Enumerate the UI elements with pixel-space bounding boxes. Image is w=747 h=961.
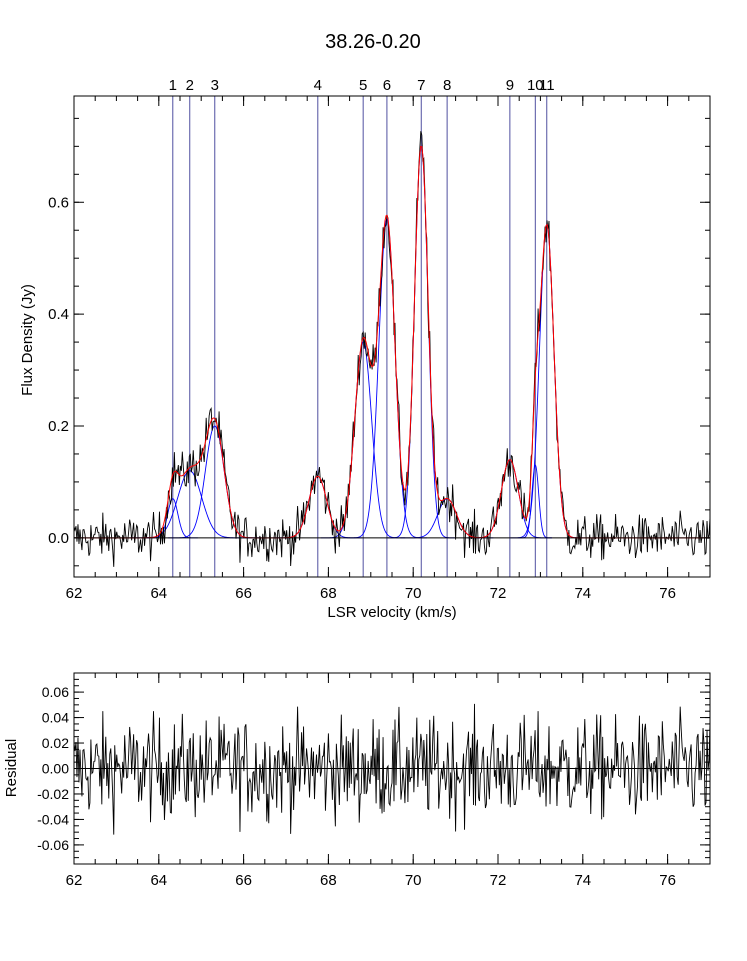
x-tick-label: 66 — [235, 585, 252, 602]
x-tick-label: 62 — [66, 872, 83, 889]
x-tick-label: 64 — [150, 585, 167, 602]
residual-axis-ticks: 62 64 66 68 70 72 74 76 0.06 0.04 0.02 0.00 -0.02 -0.… — [37, 672, 711, 889]
x-tick-label: 70 — [405, 585, 422, 602]
component-label-10: 10 — [527, 77, 544, 94]
x-tick-label: 72 — [490, 872, 507, 889]
y-tick-label: 0.04 — [42, 710, 69, 726]
y-axis-label: Flux Density (Jy) — [19, 284, 36, 396]
y-tick-label: 0.6 — [48, 194, 69, 211]
x-tick-label: 74 — [574, 872, 591, 889]
component-label-1: 1 — [169, 77, 177, 94]
x-axis-label: LSR velocity (km/s) — [327, 604, 456, 621]
component-label-5: 5 — [359, 77, 367, 94]
x-tick-label: 76 — [659, 585, 676, 602]
y-tick-label: -0.04 — [37, 811, 69, 827]
x-tick-label: 72 — [490, 585, 507, 602]
x-tick-label: 68 — [320, 585, 337, 602]
y-tick-label: 0.0 — [48, 530, 69, 547]
residual-y-axis-label: Residual — [3, 739, 20, 797]
y-tick-label: 0.4 — [48, 306, 69, 323]
residual-panel: 62 64 66 68 70 72 74 76 0.06 0.04 0.02 0.00 -0.02 -0.… — [3, 672, 711, 889]
component-label-6: 6 — [383, 77, 391, 94]
y-tick-label: -0.06 — [37, 837, 69, 853]
y-tick-label: 0.2 — [48, 418, 69, 435]
component-label-4: 4 — [314, 77, 322, 94]
component-label-7: 7 — [417, 77, 425, 94]
x-tick-label: 68 — [320, 872, 337, 889]
component-label-11: 11 — [539, 77, 555, 94]
x-tick-label: 70 — [405, 872, 422, 889]
y-tick-label: -0.02 — [37, 786, 69, 802]
gaussian-component-5 — [320, 341, 406, 539]
y-tick-label: 0.06 — [42, 684, 69, 700]
x-tick-label: 62 — [66, 585, 83, 602]
component-label-9: 9 — [506, 77, 514, 94]
x-tick-label: 76 — [659, 872, 676, 889]
x-tick-label: 66 — [235, 872, 252, 889]
component-label-2: 2 — [186, 77, 194, 94]
y-tick-label: 0.00 — [42, 761, 69, 777]
x-tick-label: 74 — [574, 585, 591, 602]
y-tick-label: 0.02 — [42, 735, 69, 751]
component-label-8: 8 — [443, 77, 451, 94]
x-tick-label: 64 — [150, 872, 167, 889]
residual-line — [73, 703, 711, 835]
chart-title: 38.26-0.20 — [325, 31, 421, 53]
component-label-3: 3 — [211, 77, 219, 94]
plot-frame — [73, 95, 711, 578]
residual-plot-frame — [73, 672, 711, 865]
